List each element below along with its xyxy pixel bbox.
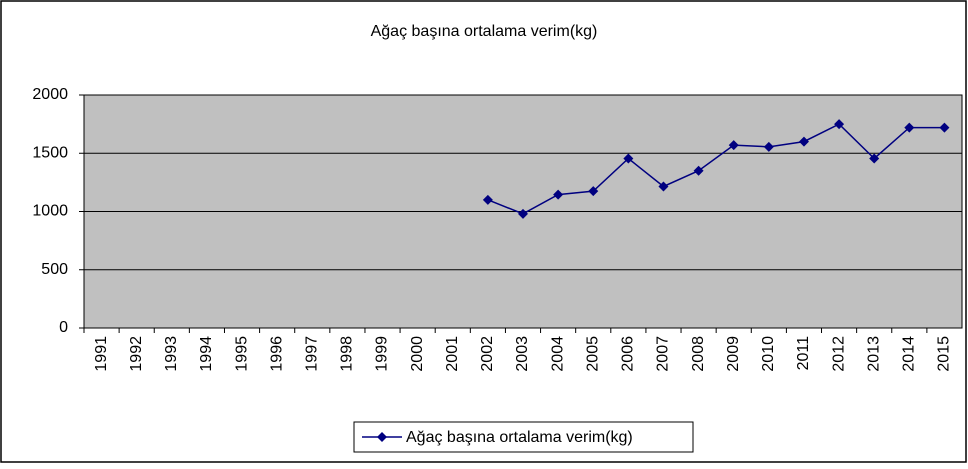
data-point (869, 153, 880, 164)
data-point (518, 208, 528, 219)
data-point (588, 186, 599, 197)
x-tick-label: 2005 (584, 336, 601, 372)
series-line (487, 123, 945, 215)
x-tick-label: 2010 (760, 336, 777, 372)
legend-label: Ağaç başına ortalama verim(kg) (406, 429, 633, 446)
data-point (553, 189, 564, 200)
data-point (939, 122, 950, 133)
x-tick-label: 2002 (479, 336, 496, 372)
y-tick-label: 2000 (32, 86, 68, 103)
chart-title: Ağaç başına ortalama verim(kg) (371, 23, 598, 40)
x-tick-label: 2011 (795, 336, 812, 371)
x-tick-label: 1999 (374, 336, 391, 372)
x-tick-label: 1993 (163, 336, 180, 372)
data-point (693, 165, 704, 176)
y-tick-label: 1500 (32, 144, 68, 161)
legend-box (353, 421, 694, 453)
y-tick-label: 500 (41, 261, 68, 278)
x-tick-label: 2004 (549, 336, 566, 372)
data-point (798, 136, 809, 147)
x-tick-label: 1997 (303, 336, 320, 372)
x-tick-label: 2015 (936, 336, 953, 372)
x-tick-label: 2000 (409, 336, 426, 372)
x-tick-label: 1992 (128, 336, 145, 372)
legend-marker (377, 432, 387, 442)
x-tick-label: 2007 (655, 336, 672, 372)
y-tick-label: 0 (59, 319, 68, 336)
x-tick-label: 1998 (339, 336, 356, 372)
x-tick-label: 1996 (268, 336, 285, 372)
x-tick-label: 2009 (725, 336, 742, 372)
x-tick-label: 1994 (198, 336, 215, 372)
data-point (623, 153, 634, 164)
data-point (728, 140, 739, 151)
data-point (763, 141, 774, 152)
x-tick-label: 2013 (865, 336, 882, 372)
data-point (904, 122, 915, 133)
y-tick-label: 1000 (32, 203, 68, 220)
x-tick-label: 1995 (233, 336, 250, 372)
x-tick-label: 2006 (620, 336, 637, 372)
x-tick-label: 2014 (901, 336, 918, 372)
data-point (658, 181, 669, 192)
x-tick-label: 2001 (444, 336, 461, 372)
x-tick-label: 2003 (514, 336, 531, 372)
data-point (482, 194, 493, 205)
x-tick-label: 2008 (690, 336, 707, 372)
data-point (834, 119, 845, 130)
x-tick-label: 1991 (93, 336, 110, 372)
x-tick-label: 2012 (830, 336, 847, 372)
